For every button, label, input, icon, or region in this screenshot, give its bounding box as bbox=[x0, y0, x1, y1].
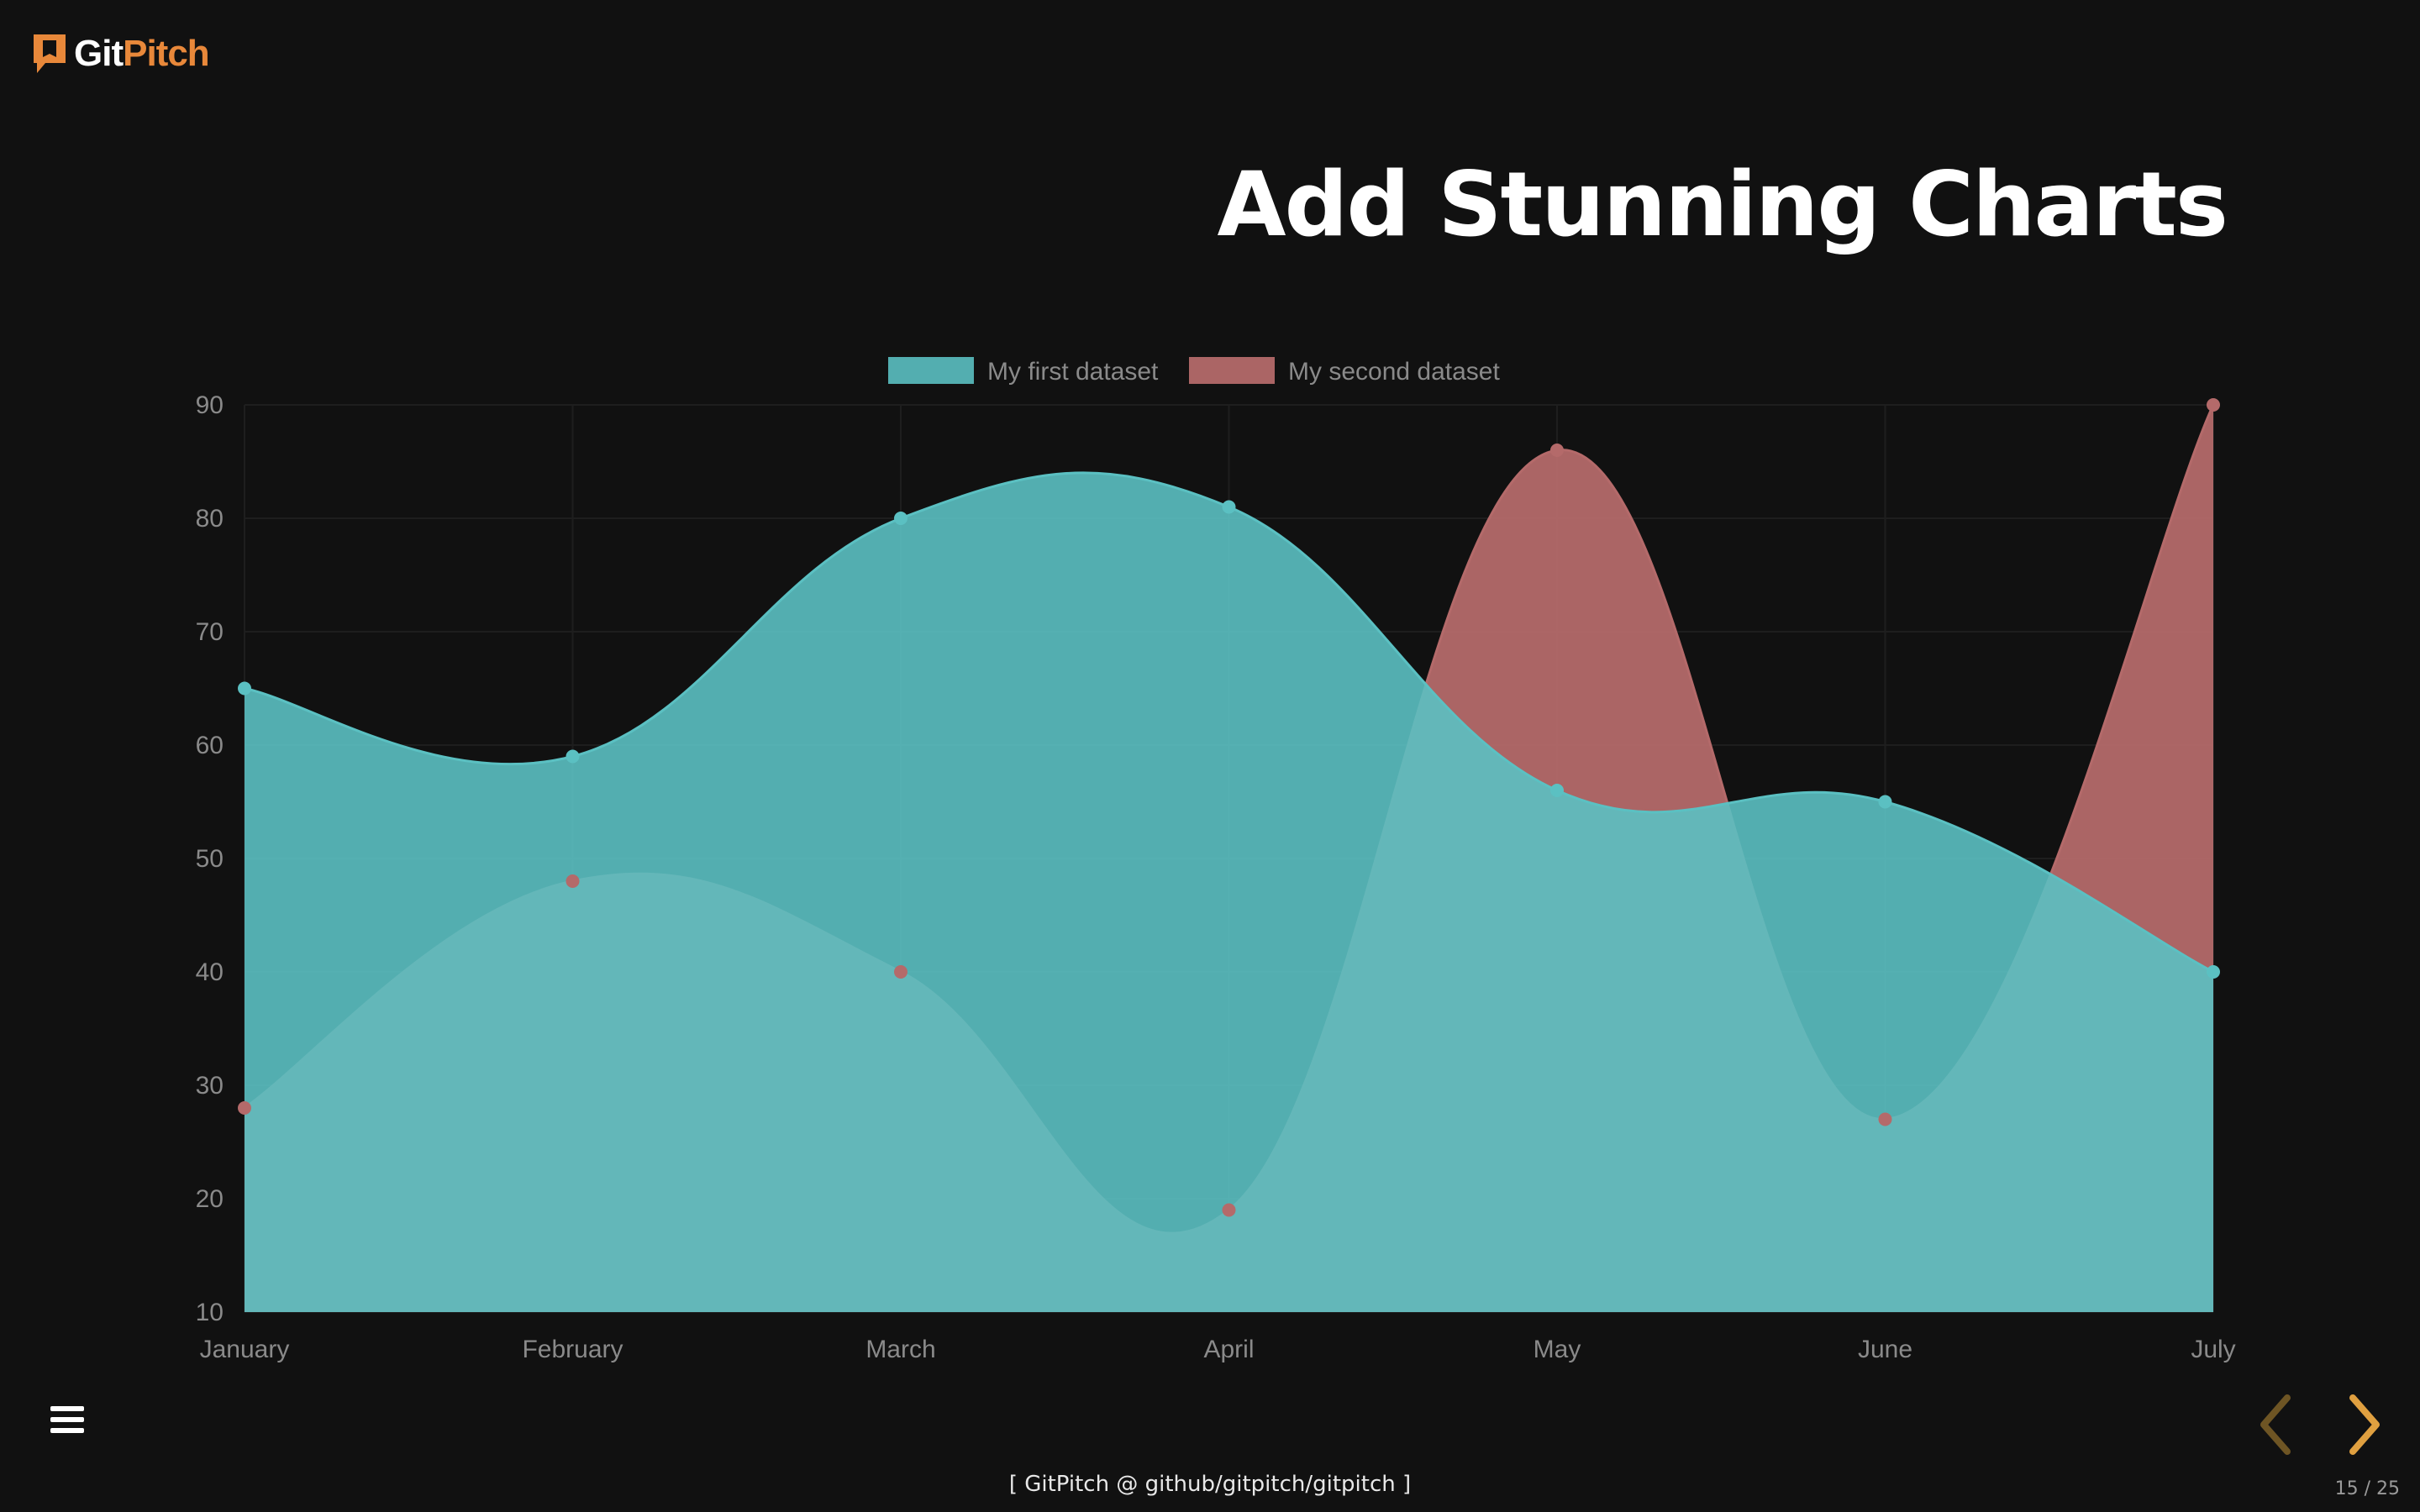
y-tick-label: 30 bbox=[196, 1072, 224, 1100]
y-tick-label: 50 bbox=[196, 845, 224, 873]
series-2-point bbox=[566, 874, 580, 888]
series-1-point bbox=[894, 512, 908, 525]
y-tick-label: 20 bbox=[196, 1185, 224, 1213]
area-chart: 10 20 30 40 50 60 70 80 90 January February March Ap… bbox=[196, 357, 2236, 1363]
chevron-left-icon bbox=[2260, 1394, 2291, 1455]
series-1-point bbox=[238, 681, 251, 696]
x-tick-label: May bbox=[1534, 1336, 1581, 1363]
x-tick-label: June bbox=[1858, 1336, 1912, 1363]
series-2-point bbox=[1550, 444, 1564, 457]
y-tick-label: 70 bbox=[196, 618, 224, 646]
series-2-point bbox=[1222, 1203, 1236, 1217]
x-tick-label: February bbox=[522, 1336, 623, 1363]
legend-swatch-2 bbox=[1189, 357, 1275, 384]
menu-button[interactable] bbox=[47, 1399, 87, 1440]
series-1-point bbox=[1878, 795, 1892, 809]
series-2-point bbox=[2207, 398, 2220, 412]
logo-text: GitPitch bbox=[74, 33, 210, 75]
x-tick-label: July bbox=[2191, 1336, 2235, 1363]
y-tick-label: 40 bbox=[196, 958, 224, 986]
hamburger-menu-icon bbox=[50, 1406, 84, 1433]
slide-title: Add Stunning Charts bbox=[1217, 153, 2228, 256]
x-tick-label: January bbox=[200, 1336, 290, 1363]
legend-swatch-1 bbox=[888, 357, 974, 384]
series-2-point bbox=[1878, 1112, 1892, 1126]
legend-label-1: My first dataset bbox=[987, 358, 1159, 386]
prev-slide-button[interactable] bbox=[2252, 1391, 2299, 1458]
y-tick-label: 60 bbox=[196, 732, 224, 759]
series-1-point bbox=[566, 749, 580, 764]
gitpitch-logo-icon bbox=[34, 34, 66, 73]
series-1-point bbox=[1222, 500, 1236, 514]
series-2-point bbox=[238, 1101, 251, 1115]
series-1-point bbox=[1550, 784, 1564, 797]
logo-git: Git bbox=[74, 33, 124, 74]
series-1-area bbox=[245, 472, 2213, 1312]
logo-pitch: Pitch bbox=[123, 33, 210, 74]
y-tick-label: 10 bbox=[196, 1299, 224, 1326]
gitpitch-logo[interactable]: GitPitch bbox=[32, 30, 210, 77]
y-tick-label: 90 bbox=[196, 391, 224, 419]
footer-text: [ GitPitch @ github/gitpitch/gitpitch ] bbox=[1008, 1472, 1412, 1497]
next-slide-button[interactable] bbox=[2341, 1391, 2388, 1458]
y-tick-label: 80 bbox=[196, 505, 224, 533]
legend-label-2: My second dataset bbox=[1288, 358, 1500, 386]
chevron-right-icon bbox=[2349, 1394, 2380, 1455]
x-tick-label: April bbox=[1203, 1336, 1254, 1363]
slide-counter: 15 / 25 bbox=[2334, 1478, 2400, 1499]
series-2-point bbox=[894, 965, 908, 979]
x-tick-label: March bbox=[865, 1336, 935, 1363]
series-1-point bbox=[2207, 965, 2220, 979]
